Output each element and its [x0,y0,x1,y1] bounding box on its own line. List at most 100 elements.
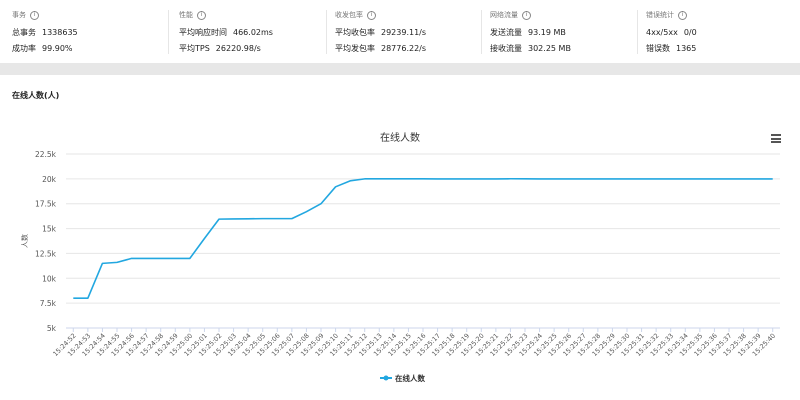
y-tick-label: 5k [47,324,57,333]
data-point [87,297,89,299]
data-point [597,178,599,180]
y-tick-label: 12.5k [35,249,57,258]
stat-label: 平均发包率 [335,43,375,53]
data-point [728,178,730,180]
stats-title: 错误统计 [646,11,674,19]
data-point [568,178,570,180]
stat-label: 总事务 [12,27,36,37]
data-point [203,237,205,239]
data-point [626,178,628,180]
data-point [772,178,774,180]
data-point [509,178,511,180]
data-point [480,178,482,180]
data-point [160,257,162,259]
separator-band [0,63,800,75]
data-point [116,261,118,263]
divider [168,10,169,54]
stat-value: 99.90% [42,43,73,53]
data-point [495,178,497,180]
stats-panel: 事务 i 总事务 1338635 成功率 99.90% 性能 i 平均响应时间 466.0… [0,0,800,62]
y-axis-label: 人数 [20,234,29,248]
data-point [670,178,672,180]
data-point [262,217,264,219]
divider [481,10,482,54]
data-point [655,178,657,180]
stats-title: 性能 [179,11,193,19]
stat-label: 平均TPS [179,43,210,53]
data-point [72,297,74,299]
legend-label: 在线人数 [395,373,425,383]
data-point [276,217,278,219]
data-point [232,218,234,220]
data-point [247,218,249,220]
data-point [538,178,540,180]
info-icon[interactable]: i [30,10,39,20]
stats-group-transactions: 事务 i 总事务 1338635 成功率 99.90% [12,9,78,56]
stat-label: 成功率 [12,43,36,53]
divider [326,10,327,54]
stat-value: 28776.22/s [381,43,427,53]
data-point [553,178,555,180]
data-point [524,178,526,180]
stat-label: 平均响应时间 [179,27,227,37]
y-tick-label: 10k [42,274,57,283]
data-point [393,178,395,180]
stat-value: 302.25 MB [528,43,571,53]
stats-group-packet-rate: 收发包率 i 平均收包率 29239.11/s 平均发包率 28776.22/s [335,9,426,56]
stat-value: 26220.98/s [215,43,261,53]
online-users-chart: 在线人数5k7.5k10k12.5k15k17.5k20k22.5k人数15:2… [20,131,780,383]
data-point [451,178,453,180]
data-point [640,178,642,180]
stat-label: 接收流量 [490,43,522,53]
stat-value: 1365 [676,43,697,53]
stat-value: 1338635 [42,27,78,37]
info-icon[interactable]: i [678,10,687,20]
data-point [582,178,584,180]
data-point [436,178,438,180]
data-point [101,262,103,264]
info-icon[interactable]: i [197,10,206,20]
data-point [218,218,220,220]
stats-group-network: 网络流量 i 发送流量 93.19 MB 接收流量 302.25 MB [490,9,571,56]
stat-value: 29239.11/s [381,27,427,37]
legend-symbol-dot [383,375,389,381]
menu-icon[interactable] [771,134,781,143]
chart-title: 在线人数 [380,131,420,144]
stat-label: 4xx/5xx [646,27,678,37]
y-tick-label: 15k [42,225,57,234]
info-icon[interactable]: i [367,10,376,20]
stats-title: 收发包率 [335,11,363,19]
data-point [742,178,744,180]
data-point [611,178,613,180]
stat-value: 466.02ms [233,27,273,37]
y-tick-label: 17.5k [35,200,57,209]
stat-value: 93.19 MB [528,27,566,37]
data-point [130,257,132,259]
stat-label: 发送流量 [490,27,522,37]
data-point [349,180,351,182]
data-point [364,178,366,180]
stats-title: 网络流量 [490,11,518,19]
stat-label: 错误数 [646,43,670,53]
data-point [145,257,147,259]
data-point [699,178,701,180]
data-point [407,178,409,180]
stats-group-performance: 性能 i 平均响应时间 466.02ms 平均TPS 26220.98/s [179,9,273,56]
section-title: 在线人数(人) [12,91,60,100]
y-tick-label: 7.5k [40,299,57,308]
y-tick-label: 22.5k [35,150,57,159]
info-icon[interactable]: i [522,10,531,20]
data-point [466,178,468,180]
divider [637,10,638,54]
stats-group-errors: 错误统计 i 4xx/5xx 0/0 错误数 1365 [646,9,697,56]
series-line-online-users [73,177,773,299]
data-point [334,186,336,188]
stat-label: 平均收包率 [335,27,375,37]
stat-value: 0/0 [683,27,697,37]
data-point [757,178,759,180]
data-point [174,257,176,259]
data-point [305,210,307,212]
data-point [291,217,293,219]
y-tick-label: 20k [42,175,57,184]
data-point [713,178,715,180]
